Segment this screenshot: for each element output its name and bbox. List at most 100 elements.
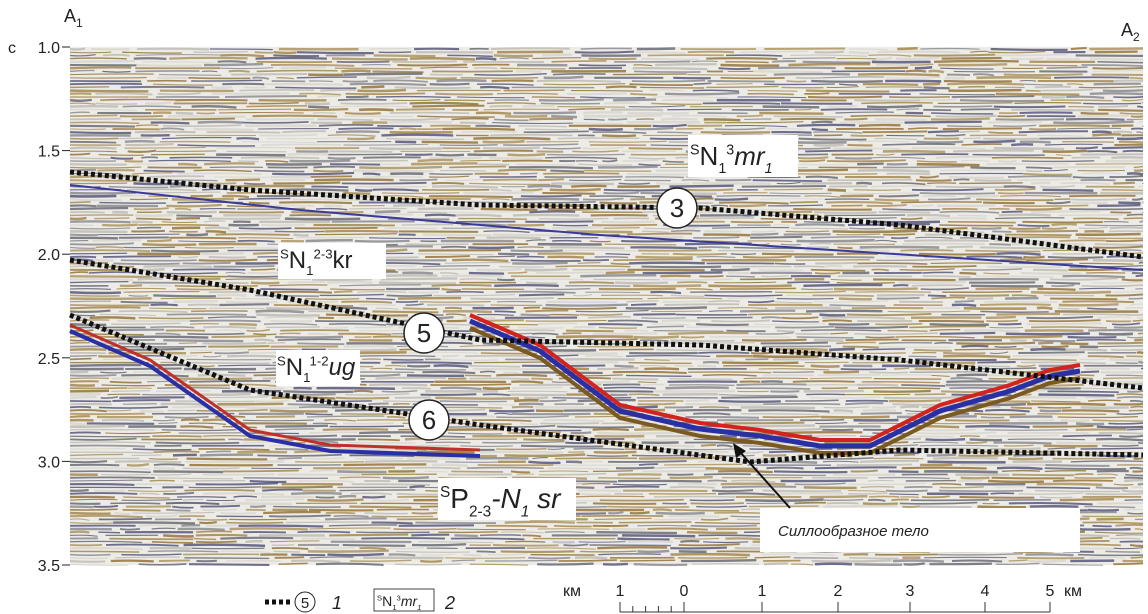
reflector-stripe — [440, 145, 498, 146]
reflector-stripe — [742, 186, 826, 187]
reflector-stripe — [203, 436, 252, 437]
reflector-stripe — [487, 238, 541, 239]
label-part: 1 — [718, 161, 726, 177]
reflector-stripe — [402, 273, 433, 274]
reflector-stripe — [581, 494, 611, 495]
y-tick-label: 3.0 — [38, 454, 60, 471]
reflector-stripe — [711, 269, 750, 270]
reflector-stripe — [620, 560, 675, 561]
reflector-stripe — [70, 61, 135, 62]
reflector-stripe — [656, 513, 705, 514]
reflector-stripe — [956, 343, 1035, 344]
reflector-stripe — [873, 407, 896, 408]
reflector-stripe — [959, 183, 1023, 184]
reflector-stripe — [396, 301, 418, 302]
reflector-stripe — [671, 340, 735, 341]
reflector-stripe — [953, 179, 969, 180]
reflector-stripe — [980, 304, 1051, 305]
reflector-stripe — [265, 84, 342, 85]
label-part: S — [440, 484, 450, 501]
reflector-stripe — [70, 87, 109, 88]
reflector-stripe — [493, 235, 571, 236]
reflector-stripe — [347, 443, 415, 444]
reflector-stripe — [1095, 52, 1138, 53]
reflector-stripe — [943, 128, 1022, 129]
reflector-stripe — [883, 234, 915, 235]
reflector-stripe — [722, 363, 798, 364]
reflector-stripe — [764, 563, 788, 564]
reflector-stripe — [657, 132, 692, 133]
reflector-stripe — [669, 385, 735, 386]
reflector-stripe — [364, 513, 407, 514]
reflector-stripe — [411, 163, 478, 164]
reflector-stripe — [70, 205, 96, 206]
reflector-stripe — [597, 442, 635, 443]
reflector-stripe — [571, 186, 606, 187]
reflector-stripe — [774, 74, 850, 75]
label-part: ug — [329, 354, 356, 381]
reflector-stripe — [482, 423, 512, 424]
label-part: 1 — [392, 603, 396, 612]
reflector-stripe — [995, 55, 1067, 56]
reflector-stripe — [674, 538, 719, 539]
reflector-stripe — [725, 62, 768, 63]
reflector-stripe — [497, 279, 515, 280]
reflector-stripe — [1009, 228, 1041, 229]
reflector-stripe — [345, 113, 381, 114]
reflector-stripe — [1103, 90, 1143, 91]
reflector-stripe — [275, 429, 315, 430]
reflector-stripe — [383, 477, 429, 478]
reflector-stripe — [206, 525, 237, 526]
reflector-stripe — [1113, 132, 1132, 133]
reflector-stripe — [70, 407, 91, 408]
scale-label: 0 — [680, 583, 689, 600]
reflector-stripe — [187, 334, 244, 335]
reflector-stripe — [709, 337, 791, 338]
reflector-stripe — [94, 506, 118, 507]
axis-unit: с — [8, 40, 16, 57]
reflector-stripe — [932, 484, 961, 485]
reflector-stripe — [963, 138, 980, 139]
reflector-stripe — [920, 507, 972, 508]
reflector-stripe — [812, 295, 873, 296]
reflector-stripe — [537, 564, 593, 565]
scale-label: 3 — [906, 583, 915, 600]
reflector-stripe — [1103, 378, 1143, 379]
reflector-stripe — [949, 401, 1030, 402]
reflector-stripe — [617, 539, 669, 540]
reflector-stripe — [688, 52, 734, 53]
reflector-stripe — [253, 78, 269, 79]
reflector-stripe — [293, 235, 308, 236]
reflector-stripe — [596, 532, 677, 533]
reflector-stripe — [1019, 131, 1088, 132]
reflector-stripe — [584, 119, 605, 120]
reflector-stripe — [154, 451, 200, 452]
reflector-stripe — [582, 484, 610, 485]
reflector-stripe — [551, 183, 614, 184]
reflector-stripe — [481, 209, 537, 210]
reflector-stripe — [569, 282, 614, 283]
reflector-stripe — [788, 64, 870, 65]
reflector-stripe — [281, 67, 327, 68]
reflector-stripe — [650, 292, 681, 293]
reflector-stripe — [169, 58, 247, 59]
reflector-stripe — [70, 142, 116, 143]
reflector-stripe — [986, 435, 1059, 436]
reflector-stripe — [341, 103, 408, 104]
reflector-stripe — [201, 253, 244, 254]
reflector-stripe — [911, 500, 989, 501]
reflector-stripe — [905, 122, 982, 123]
reflector-stripe — [670, 554, 749, 555]
reflector-stripe — [944, 81, 1012, 82]
label-part: 2-3 — [469, 503, 491, 520]
reflector-stripe — [683, 227, 700, 228]
reflector-stripe — [539, 99, 604, 100]
reflector-stripe — [690, 500, 735, 501]
reflector-stripe — [513, 215, 579, 216]
reflector-stripe — [992, 478, 1065, 479]
reflector-stripe — [152, 436, 201, 437]
reflector-stripe — [746, 503, 788, 504]
reflector-stripe — [970, 167, 1015, 168]
reflector-stripe — [640, 87, 704, 88]
reflector-stripe — [338, 334, 391, 335]
